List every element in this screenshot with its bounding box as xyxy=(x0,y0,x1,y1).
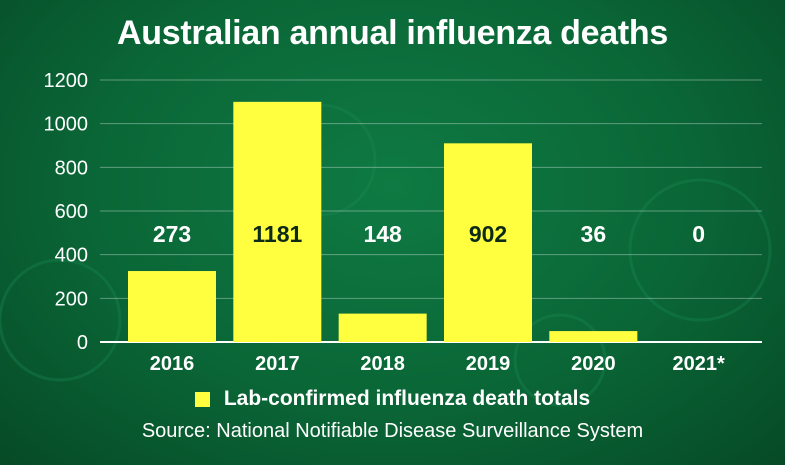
data-label: 1181 xyxy=(252,221,302,247)
x-tick-label: 2019 xyxy=(466,353,511,375)
source-note: Source: National Notifiable Disease Surv… xyxy=(141,420,644,442)
y-tick-label: 0 xyxy=(77,332,88,354)
bar xyxy=(549,331,638,342)
y-tick-label: 800 xyxy=(55,157,88,179)
bar xyxy=(338,313,427,342)
data-label: 273 xyxy=(153,221,191,247)
y-tick-label: 1200 xyxy=(44,70,89,92)
legend: Lab-confirmed influenza death totals xyxy=(0,387,785,411)
legend-swatch xyxy=(194,391,210,407)
bar xyxy=(233,101,322,342)
data-label: 148 xyxy=(363,221,402,247)
x-tick-label: 2018 xyxy=(360,353,405,375)
bar xyxy=(444,143,532,342)
bar xyxy=(128,271,216,342)
x-tick-label: 2021* xyxy=(673,353,725,375)
data-label: 0 xyxy=(692,221,705,247)
y-tick-label: 600 xyxy=(55,201,88,223)
y-tick-label: 400 xyxy=(55,245,88,267)
legend-label: Lab-confirmed influenza death totals xyxy=(223,387,591,410)
data-label: 902 xyxy=(469,221,507,247)
y-tick-label: 200 xyxy=(55,288,88,310)
y-tick-label: 1000 xyxy=(44,114,89,136)
x-tick-label: 2016 xyxy=(150,353,195,375)
chart-title: Australian annual influenza deaths xyxy=(117,14,668,52)
x-tick-label: 2020 xyxy=(571,353,616,375)
data-label: 36 xyxy=(581,221,607,247)
x-tick-label: 2017 xyxy=(255,353,300,375)
